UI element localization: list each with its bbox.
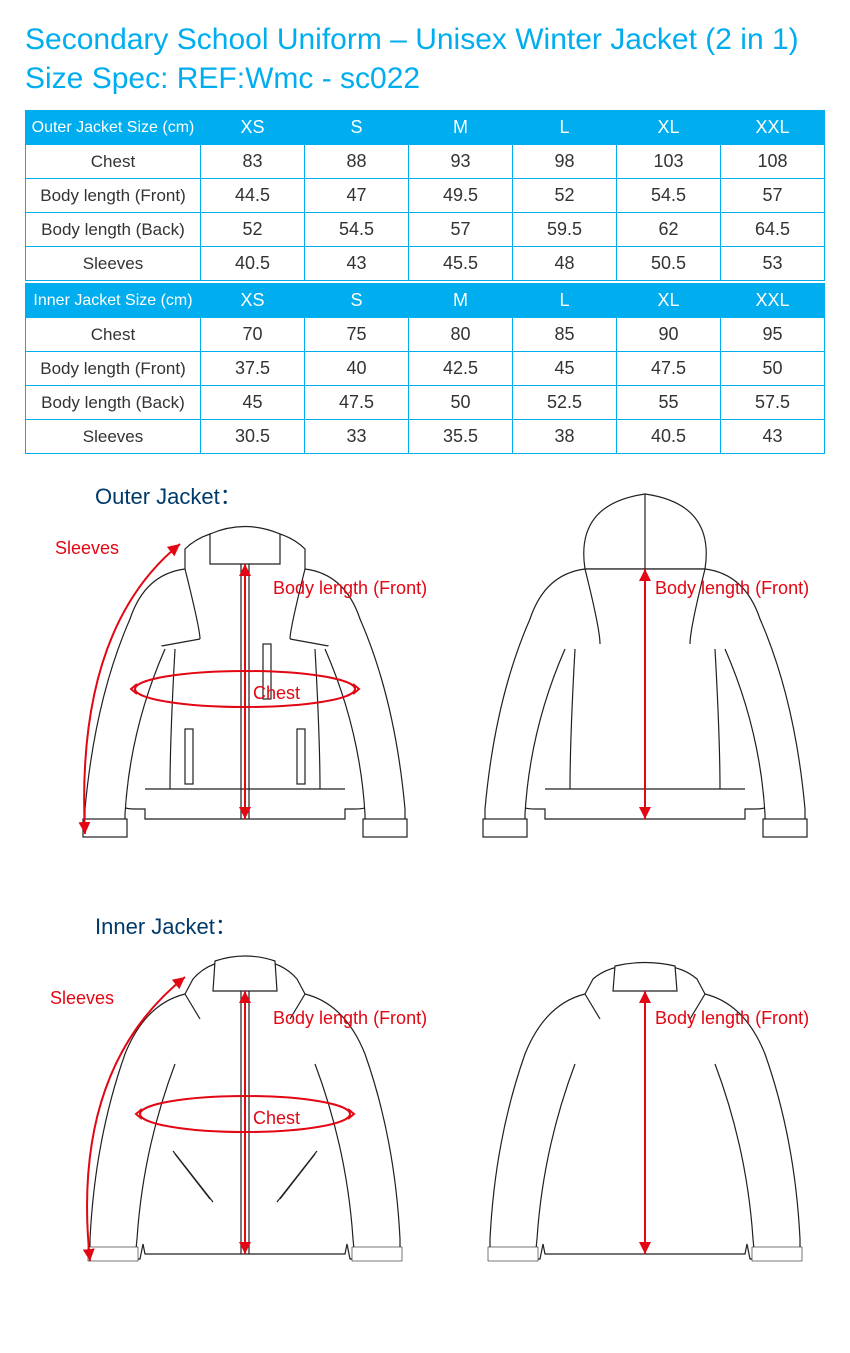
page-title: Secondary School Uniform – Unisex Winter… [25, 20, 825, 98]
cell: 43 [305, 247, 409, 281]
row-label: Body length (Front) [26, 352, 201, 386]
chest-label: Chest [253, 1108, 300, 1128]
cell: 49.5 [409, 179, 513, 213]
table-row: Sleeves 40.5 43 45.5 48 50.5 53 [26, 247, 825, 281]
cell: 90 [617, 318, 721, 352]
row-label: Chest [26, 318, 201, 352]
cell: 59.5 [513, 213, 617, 247]
cell: 42.5 [409, 352, 513, 386]
inner-diagram-title: Inner Jacket： [95, 914, 237, 939]
cell: 47.5 [617, 352, 721, 386]
body-front-label: Body length (Front) [273, 1008, 427, 1028]
table-row: Body length (Back) 52 54.5 57 59.5 62 64… [26, 213, 825, 247]
row-label: Body length (Back) [26, 386, 201, 420]
cell: 50 [409, 386, 513, 420]
cell: 57 [721, 179, 825, 213]
inner-size-table: Inner Jacket Size (cm) XS S M L XL XXL C… [25, 283, 825, 454]
cell: 44.5 [201, 179, 305, 213]
cell: 50.5 [617, 247, 721, 281]
outer-jacket-diagram: Outer Jacket： Sleeves Body length (Fro [25, 479, 825, 879]
table-row: Body length (Back) 45 47.5 50 52.5 55 57… [26, 386, 825, 420]
cell: 93 [409, 145, 513, 179]
cell: 57 [409, 213, 513, 247]
cell: 52.5 [513, 386, 617, 420]
cell: 38 [513, 420, 617, 454]
sleeves-label: Sleeves [55, 538, 119, 558]
cell: 37.5 [201, 352, 305, 386]
row-label: Body length (Front) [26, 179, 201, 213]
size-col: XS [201, 111, 305, 145]
table-row: Sleeves 30.5 33 35.5 38 40.5 43 [26, 420, 825, 454]
outer-size-table: Outer Jacket Size (cm) XS S M L XL XXL C… [25, 110, 825, 281]
row-label: Body length (Back) [26, 213, 201, 247]
cell: 47.5 [305, 386, 409, 420]
size-col: M [409, 111, 513, 145]
chest-label: Chest [253, 683, 300, 703]
inner-jacket-diagram: Inner Jacket： Sleeves Body length (Front… [25, 909, 825, 1309]
size-col: XL [617, 284, 721, 318]
size-col: S [305, 284, 409, 318]
outer-diagram-section: Outer Jacket： Sleeves Body length (Fro [25, 479, 825, 884]
cell: 33 [305, 420, 409, 454]
cell: 45 [201, 386, 305, 420]
cell: 52 [201, 213, 305, 247]
cell: 40.5 [201, 247, 305, 281]
cell: 40 [305, 352, 409, 386]
size-col: M [409, 284, 513, 318]
cell: 54.5 [617, 179, 721, 213]
outer-diagram-title: Outer Jacket： [95, 484, 242, 509]
cell: 48 [513, 247, 617, 281]
cell: 95 [721, 318, 825, 352]
cell: 50 [721, 352, 825, 386]
cell: 80 [409, 318, 513, 352]
outer-header: Outer Jacket Size (cm) [26, 111, 201, 145]
cell: 85 [513, 318, 617, 352]
size-col: XL [617, 111, 721, 145]
cell: 52 [513, 179, 617, 213]
size-col: L [513, 111, 617, 145]
inner-diagram-section: Inner Jacket： Sleeves Body length (Front… [25, 909, 825, 1314]
cell: 53 [721, 247, 825, 281]
table-row: Body length (Front) 37.5 40 42.5 45 47.5… [26, 352, 825, 386]
cell: 103 [617, 145, 721, 179]
body-front-label-back: Body length (Front) [655, 1008, 809, 1028]
cell: 35.5 [409, 420, 513, 454]
size-col: XXL [721, 284, 825, 318]
cell: 62 [617, 213, 721, 247]
size-col: S [305, 111, 409, 145]
cell: 47 [305, 179, 409, 213]
cell: 30.5 [201, 420, 305, 454]
row-label: Sleeves [26, 420, 201, 454]
size-col: L [513, 284, 617, 318]
body-front-label: Body length (Front) [273, 578, 427, 598]
cell: 64.5 [721, 213, 825, 247]
sleeves-label: Sleeves [50, 988, 114, 1008]
size-col: XS [201, 284, 305, 318]
row-label: Sleeves [26, 247, 201, 281]
cell: 83 [201, 145, 305, 179]
table-row: Chest 70 75 80 85 90 95 [26, 318, 825, 352]
cell: 98 [513, 145, 617, 179]
row-label: Chest [26, 145, 201, 179]
cell: 45.5 [409, 247, 513, 281]
cell: 54.5 [305, 213, 409, 247]
cell: 57.5 [721, 386, 825, 420]
cell: 40.5 [617, 420, 721, 454]
table-row: Chest 83 88 93 98 103 108 [26, 145, 825, 179]
cell: 55 [617, 386, 721, 420]
size-col: XXL [721, 111, 825, 145]
cell: 70 [201, 318, 305, 352]
cell: 75 [305, 318, 409, 352]
cell: 45 [513, 352, 617, 386]
table-row: Body length (Front) 44.5 47 49.5 52 54.5… [26, 179, 825, 213]
cell: 88 [305, 145, 409, 179]
inner-header: Inner Jacket Size (cm) [26, 284, 201, 318]
cell: 43 [721, 420, 825, 454]
cell: 108 [721, 145, 825, 179]
body-front-label-back: Body length (Front) [655, 578, 809, 598]
